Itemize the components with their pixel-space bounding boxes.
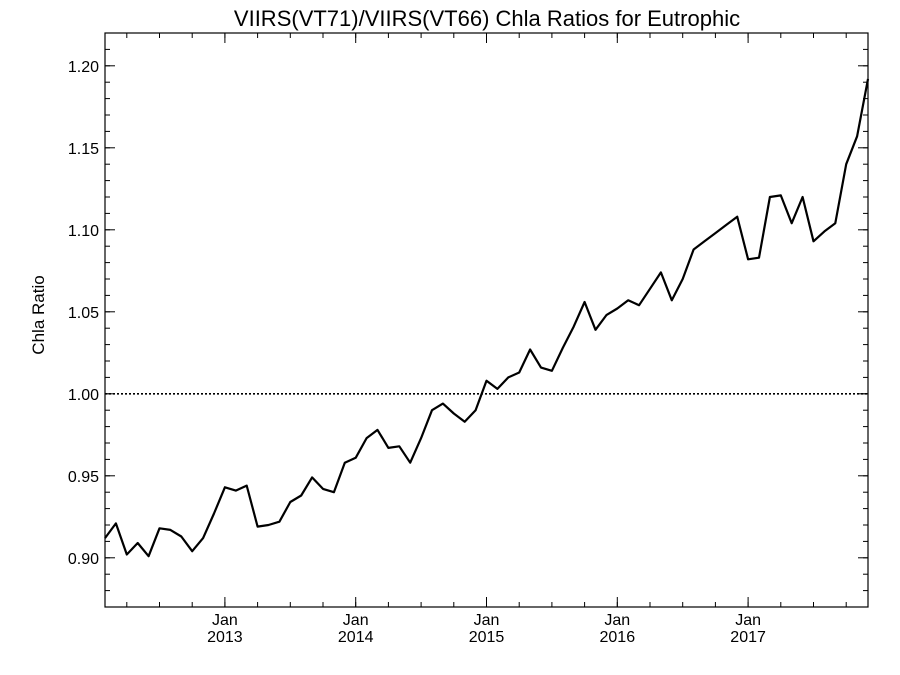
y-tick-label: 0.95 (68, 469, 99, 486)
y-axis-label: Chla Ratio (29, 275, 48, 354)
x-tick-label-month: Jan (343, 612, 369, 629)
series-line (104, 78, 870, 558)
minor-ticks (105, 32, 868, 608)
y-tick-label: 1.05 (68, 305, 99, 322)
x-tick-label-month: Jan (474, 612, 500, 629)
y-tick-label: 1.10 (68, 223, 99, 240)
x-tick-label-year: 2014 (338, 629, 374, 646)
y-tick-label: 0.90 (68, 551, 99, 568)
y-tick-label: 1.20 (68, 59, 99, 76)
y-tick-label: 1.00 (68, 387, 99, 404)
y-tick-label: 1.15 (68, 141, 99, 158)
x-tick-label-year: 2015 (469, 629, 505, 646)
x-tick-label-year: 2017 (730, 629, 766, 646)
x-tick-label-month: Jan (212, 612, 238, 629)
plot-frame (104, 32, 869, 608)
chart-title: VIIRS(VT71)/VIIRS(VT66) Chla Ratios for … (234, 6, 740, 31)
x-tick-label-month: Jan (604, 612, 630, 629)
x-tick-label-year: 2013 (207, 629, 243, 646)
x-tick-label-month: Jan (735, 612, 761, 629)
y-axis-ticks: 0.90 0.95 1.00 1.05 1.10 1.15 1.20 (68, 59, 868, 568)
x-tick-label-year: 2016 (600, 629, 636, 646)
